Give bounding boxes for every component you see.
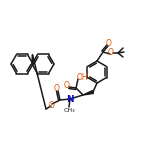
Text: O: O [54, 84, 59, 93]
Text: O: O [105, 39, 111, 48]
Text: OH: OH [76, 74, 88, 83]
Text: N: N [66, 95, 74, 104]
Text: O: O [108, 48, 114, 57]
Text: O: O [64, 81, 69, 90]
Text: CH₃: CH₃ [63, 109, 75, 114]
Text: O: O [48, 102, 54, 111]
Polygon shape [83, 91, 93, 95]
